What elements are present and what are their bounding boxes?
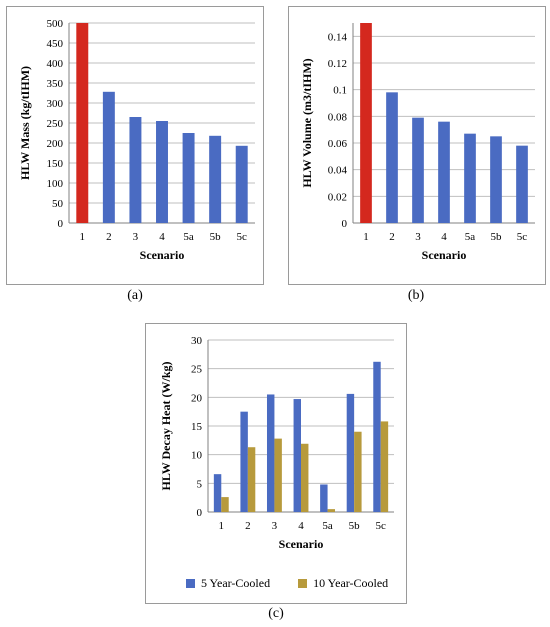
chart-a-ytick-label: 400 [47, 58, 64, 70]
chart-b-bar [438, 121, 450, 223]
panel-c: 0 5 10 15 20 25 30 1 2 3 4 5a 5b 5c Scenario HLW Decay … [145, 323, 407, 604]
panel-a: 0 50 100 150 200 250 300 350 400 450 500 1 2 3 4 5a 5b 5c… [6, 6, 264, 285]
chart-c-bar-5yr [266, 394, 275, 512]
chart-b-ytick-label: 0.02 [328, 191, 347, 203]
chart-c-bar-5yr [213, 474, 222, 512]
chart-a-xlabel: Scenario [140, 248, 185, 262]
chart-c-bar-5yr [240, 411, 248, 512]
chart-a-bar [209, 135, 222, 223]
chart-b-xtick-label: 4 [441, 231, 447, 243]
chart-a-bar [235, 145, 248, 223]
chart-a-ytick-label: 0 [58, 218, 64, 230]
chart-c-bar-10yr [221, 497, 229, 512]
chart-c-bar-5yr [373, 361, 381, 512]
legend-item-5yr: 5 Year-Cooled [186, 576, 270, 591]
chart-a-xtick-label: 4 [159, 231, 165, 243]
chart-c-xtick-label: 4 [298, 520, 304, 532]
chart-c-xtick-label: 1 [219, 520, 225, 532]
chart-c-xtick-label: 5c [376, 520, 387, 532]
chart-c-ytick-label: 5 [197, 478, 203, 490]
chart-a-ytick-label: 350 [47, 78, 64, 90]
caption-a: (a) [127, 288, 143, 303]
chart-a-xtick-label: 5b [210, 231, 222, 243]
chart-a-ytick-label: 100 [47, 178, 64, 190]
chart-a-ytick-label: 50 [52, 198, 64, 210]
chart-b-bar [516, 145, 528, 223]
legend-item-10yr: 10 Year-Cooled [298, 576, 388, 591]
chart-c-xlabel: Scenario [279, 537, 324, 551]
chart-a-xtick-label: 2 [106, 231, 112, 243]
chart-b-xtick-label: 5b [491, 231, 503, 243]
chart-c-bar-5yr [293, 399, 301, 512]
chart-c-xtick-label: 3 [272, 520, 278, 532]
chart-a-ylabel: HLW Mass (kg/tIHM) [18, 66, 32, 180]
chart-b-ytick-label: 0.1 [333, 85, 347, 97]
chart-c-bar-10yr [301, 443, 309, 512]
chart-a-xtick-label: 5a [183, 231, 194, 243]
caption-c: (c) [268, 606, 284, 621]
chart-a-xtick-label: 5c [237, 231, 248, 243]
chart-b-ytick-label: 0.12 [328, 58, 347, 70]
chart-c-ytick-label: 0 [197, 507, 203, 519]
chart-b-xtick-label: 2 [389, 231, 395, 243]
chart-b-ytick-label: 0.08 [328, 111, 348, 123]
chart-a-ytick-label: 450 [47, 38, 64, 50]
chart-c-xtick-label: 5b [349, 520, 361, 532]
chart-b-svg: 0 0.02 0.04 0.06 0.08 0.1 0.12 0.14 1 2 3 4 5a 5b 5c Sc… [300, 23, 535, 262]
legend-swatch-5yr [186, 579, 195, 588]
chart-b-bar [464, 133, 476, 223]
chart-b-xlabel: Scenario [422, 248, 467, 262]
chart-a-ytick-label: 500 [47, 18, 64, 30]
chart-c-ytick-label: 15 [191, 421, 203, 433]
chart-a-ytick-label: 250 [47, 118, 64, 130]
chart-a-ytick-label: 300 [47, 98, 64, 110]
chart-a-bar [129, 117, 142, 223]
chart-a-svg: 0 50 100 150 200 250 300 350 400 450 500 1 2 3 4 5a 5b 5c… [18, 18, 255, 262]
chart-c-bar-10yr [380, 421, 389, 512]
chart-b-bar [360, 23, 372, 223]
caption-b: (b) [407, 288, 425, 303]
chart-b-xtick-label: 5c [517, 231, 528, 243]
chart-b-ytick-label: 0.14 [328, 31, 348, 43]
legend-label-5yr: 5 Year-Cooled [201, 576, 271, 590]
panel-b: 0 0.02 0.04 0.06 0.08 0.1 0.12 0.14 1 2 3 4 5a 5b 5c Sc… [288, 6, 546, 285]
chart-b-bar [412, 117, 424, 223]
chart-b-ylabel: HLW Volume (m3/tIHM) [300, 58, 314, 187]
legend-label-10yr: 10 Year-Cooled [313, 576, 389, 590]
chart-a-bar [76, 23, 89, 223]
chart-c-bar-5yr [320, 484, 328, 512]
chart-c-bar-10yr [327, 509, 336, 512]
chart-a-xtick-label: 3 [133, 231, 139, 243]
chart-b-bar [386, 92, 398, 223]
chart-a-ytick-label: 200 [47, 138, 64, 150]
chart-c-xtick-label: 2 [245, 520, 251, 532]
chart-a-xtick-label: 1 [80, 231, 86, 243]
chart-c-bar-10yr [247, 447, 256, 512]
chart-b-xtick-label: 3 [415, 231, 421, 243]
chart-a-ytick-label: 150 [47, 158, 64, 170]
chart-c-bar-10yr [274, 438, 282, 512]
chart-c-xtick-label: 5a [322, 520, 333, 532]
chart-c-ytick-label: 30 [191, 335, 203, 347]
chart-c-ytick-label: 25 [191, 364, 203, 376]
chart-c-svg: 0 5 10 15 20 25 30 1 2 3 4 5a 5b 5c Scenario HLW Decay … [159, 335, 394, 551]
chart-b-ytick-label: 0.06 [328, 138, 348, 150]
chart-c-bar-5yr [346, 393, 355, 512]
chart-c-bar-10yr [354, 431, 362, 512]
chart-a-bar [182, 133, 195, 223]
chart-b-ytick-label: 0.04 [328, 165, 348, 177]
chart-c-ytick-label: 10 [191, 450, 203, 462]
chart-c-ytick-label: 20 [191, 392, 203, 404]
chart-b-xtick-label: 5a [465, 231, 476, 243]
chart-a-bar [102, 91, 115, 223]
legend: 5 Year-Cooled 10 Year-Cooled [186, 576, 388, 591]
chart-b-ytick-label: 0 [342, 218, 348, 230]
chart-b-xtick-label: 1 [363, 231, 369, 243]
chart-c-ylabel: HLW Decay Heat (W/kg) [159, 362, 173, 491]
legend-swatch-10yr [298, 579, 308, 588]
chart-a-bar [156, 121, 168, 223]
chart-b-bar [490, 136, 502, 223]
